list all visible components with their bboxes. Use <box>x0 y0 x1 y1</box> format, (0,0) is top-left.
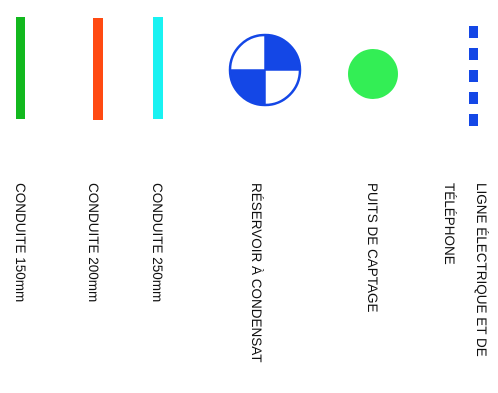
line-dash-marker <box>469 26 478 38</box>
electric-phone-line-label: LIGNE ÉLECTRIQUE ET DE TÉLÉPHONE <box>442 183 489 357</box>
condensate-reservoir-label: RÉSERVOIR À CONDENSAT <box>249 183 264 363</box>
pipe-250mm-symbol <box>153 17 163 119</box>
pipe-200mm-symbol <box>93 18 103 120</box>
capture-well-symbol <box>348 49 398 99</box>
line-dash-marker <box>469 70 478 82</box>
pipe-250mm-label: CONDUITE 250mm <box>150 183 165 303</box>
line-dash-marker <box>469 114 478 126</box>
line-dash-marker <box>469 48 478 60</box>
capture-well-label: PUITS DE CAPTAGE <box>365 183 380 313</box>
condensate-reservoir-symbol <box>228 33 302 107</box>
pipe-200mm-label: CONDUITE 200mm <box>86 183 101 303</box>
pipe-150mm-symbol <box>16 17 25 119</box>
line-dash-marker <box>469 92 478 104</box>
pipe-150mm-label: CONDUITE 150mm <box>13 183 28 303</box>
